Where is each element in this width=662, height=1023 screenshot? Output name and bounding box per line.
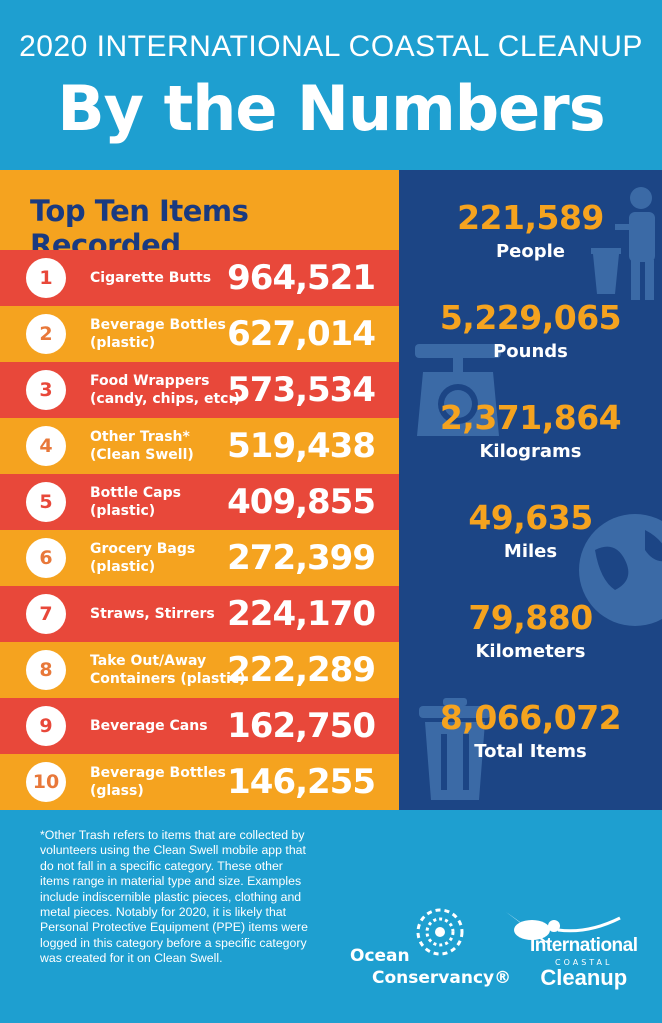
item-count: 964,521 [227, 258, 376, 298]
ocean-conservancy-logo-icon [416, 908, 464, 956]
stat-value: 221,589 [457, 198, 604, 237]
item-name: Beverage Bottles (glass) [90, 765, 226, 799]
top-ten-row: 8 Take Out/Away Containers (plastic) 222… [0, 642, 399, 698]
sea-turtle-icon [506, 912, 621, 946]
item-count: 409,855 [227, 482, 376, 522]
item-name: Straws, Stirrers [90, 606, 215, 622]
stat-pounds: 5,229,065 Pounds [399, 298, 662, 362]
top-ten-row: 1 Cigarette Butts 964,521 [0, 250, 399, 306]
top-ten-row: 9 Beverage Cans 162,750 [0, 698, 399, 754]
stats-panel: 221,589 People 5,229,065 Pounds 2,371,86… [399, 170, 662, 810]
item-count: 222,289 [227, 650, 376, 690]
item-count: 272,399 [227, 538, 376, 578]
item-name: Beverage Cans [90, 718, 208, 734]
stat-kilograms: 2,371,864 Kilograms [399, 398, 662, 462]
logo-line: Cleanup [540, 965, 628, 990]
trash-can-icon [419, 698, 491, 800]
top-ten-row: 4 Other Trash* (Clean Swell) 519,438 [0, 418, 399, 474]
top-ten-row: 5 Bottle Caps (plastic) 409,855 [0, 474, 399, 530]
rank-badge: 10 [26, 762, 66, 802]
top-ten-title-bar: Top Ten Items Recorded [0, 170, 399, 262]
logo-line: COASTAL [555, 958, 613, 967]
top-ten-title: Top Ten Items Recorded [30, 194, 249, 262]
rank-badge: 7 [26, 594, 66, 634]
stat-value: 8,066,072 [439, 698, 622, 737]
item-name: Cigarette Butts [90, 270, 212, 286]
item-name: Grocery Bags (plastic) [90, 541, 196, 575]
globe-icon [579, 514, 662, 626]
item-count: 224,170 [227, 594, 376, 634]
top-ten-row: 7 Straws, Stirrers 224,170 [0, 586, 399, 642]
stat-total-items: 8,066,072 Total Items [399, 698, 662, 762]
top-ten-row: 10 Beverage Bottles (glass) 146,255 [0, 754, 399, 810]
item-name: Beverage Bottles (plastic) [90, 317, 226, 351]
ocean-conservancy-logo: Ocean Conservancy® [350, 945, 511, 989]
item-name: Other Trash* (Clean Swell) [90, 429, 194, 463]
item-count: 627,014 [227, 314, 376, 354]
item-count: 573,534 [227, 370, 376, 410]
rank-badge: 4 [26, 426, 66, 466]
stat-people: 221,589 People [399, 198, 662, 262]
rank-badge: 8 [26, 650, 66, 690]
rank-badge: 5 [26, 482, 66, 522]
rank-badge: 2 [26, 314, 66, 354]
rank-badge: 6 [26, 538, 66, 578]
stat-value: 79,880 [468, 598, 593, 637]
header: 2020 INTERNATIONAL COASTAL CLEANUP By th… [0, 0, 662, 170]
logo-line: Conservancy® [372, 968, 512, 988]
footnote: *Other Trash refers to items that are co… [40, 828, 308, 966]
stat-value: 2,371,864 [439, 398, 622, 437]
stat-label: People [495, 241, 566, 262]
stat-label: Pounds [493, 341, 568, 362]
stat-miles: 49,635 Miles [399, 498, 662, 562]
top-ten-row: 3 Food Wrappers (candy, chips, etc.) 573… [0, 362, 399, 418]
volunteer-icon [591, 187, 655, 300]
header-title: By the Numbers [57, 72, 605, 145]
logo-line: International [530, 935, 638, 956]
top-ten-row: 2 Beverage Bottles (plastic) 627,014 [0, 306, 399, 362]
header-subtitle: 2020 INTERNATIONAL COASTAL CLEANUP [19, 30, 643, 63]
rank-badge: 9 [26, 706, 66, 746]
item-name: Take Out/Away Containers (plastic) [90, 653, 246, 687]
stat-kilometers: 79,880 Kilometers [399, 598, 662, 662]
item-name: Food Wrappers (candy, chips, etc.) [90, 373, 241, 407]
item-count: 519,438 [227, 426, 376, 466]
stat-label: Kilograms [479, 441, 582, 462]
item-count: 162,750 [227, 706, 376, 746]
stat-value: 49,635 [468, 498, 593, 537]
item-name: Bottle Caps (plastic) [90, 485, 181, 519]
top-ten-panel: Top Ten Items Recorded 1 Cigarette Butts… [0, 170, 399, 810]
scale-icon [415, 344, 501, 436]
stat-label: Kilometers [475, 641, 586, 662]
stat-label: Miles [503, 541, 558, 562]
top-ten-row: 6 Grocery Bags (plastic) 272,399 [0, 530, 399, 586]
icc-logo: International COASTAL Cleanup [530, 935, 638, 991]
stat-label: Total Items [474, 741, 587, 762]
item-count: 146,255 [227, 762, 376, 802]
rank-badge: 1 [26, 258, 66, 298]
rank-badge: 3 [26, 370, 66, 410]
logo-line: Ocean [350, 946, 410, 966]
stat-value: 5,229,065 [439, 298, 622, 337]
